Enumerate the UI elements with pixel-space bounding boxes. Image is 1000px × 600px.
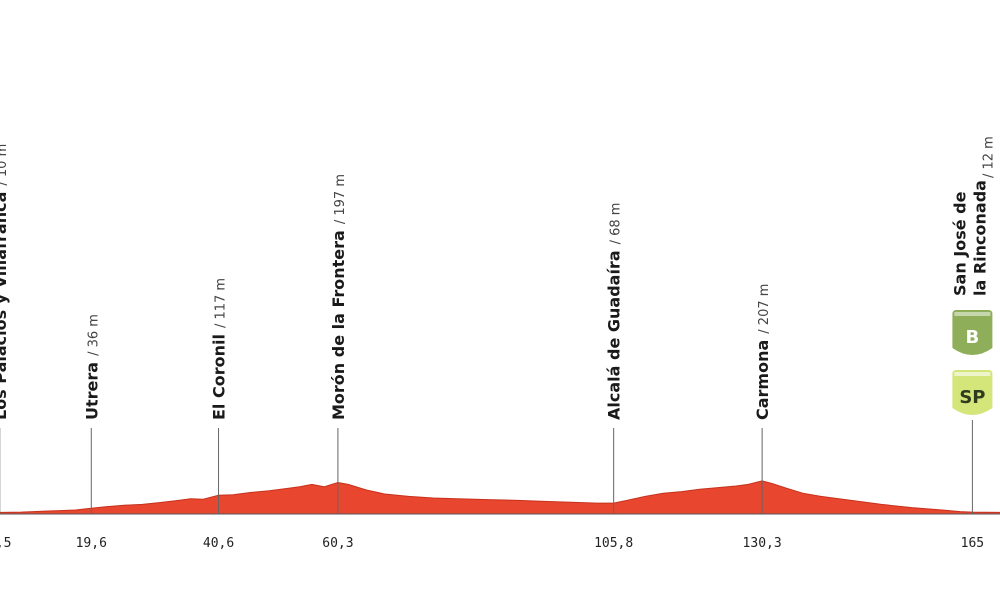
town-label-line: San José de	[950, 191, 969, 296]
km-label: 40,6	[203, 536, 234, 551]
profile-point: B SP	[952, 310, 993, 514]
km-label: 60,3	[322, 536, 353, 551]
elevation-area	[0, 480, 1000, 515]
town-name: Utrera	[82, 362, 101, 420]
town-label: Utrera / 36 m	[82, 314, 101, 420]
km-label: 105,8	[594, 536, 633, 551]
km-label: 165	[961, 536, 984, 551]
bonus-sprint-icon: B	[952, 310, 993, 355]
km-label: 19,6	[76, 536, 107, 551]
profile-area-layer	[0, 480, 1000, 515]
town-name: Carmona	[753, 340, 772, 420]
km-label: 130,3	[743, 536, 782, 551]
altitude-label: / 36 m	[86, 314, 101, 356]
sprint-badge-shape	[952, 370, 993, 415]
town-name: Alcalá de Guadaíra	[605, 250, 624, 420]
town-label: Los Palacios y Villafranca / 10 m	[0, 144, 10, 420]
town-label: Morón de la Frontera / 197 m	[329, 174, 348, 420]
marker-layer: B SP	[0, 310, 993, 514]
town-label: El Coronil / 117 m	[210, 278, 229, 420]
town-label: Alcalá de Guadaíra / 68 m	[605, 203, 624, 420]
intermediate-sprint-icon: SP	[952, 370, 993, 415]
altitude-label: / 197 m	[333, 174, 348, 224]
label-layer: 4,5 Los Palacios y Villafranca / 10 m 19,6 U…	[0, 136, 996, 551]
town-label: Carmona / 207 m	[753, 284, 772, 420]
altitude-label: / 12 m	[981, 136, 996, 178]
town-label-line: la Rinconada	[970, 180, 989, 296]
town-name: Los Palacios y Villafranca	[0, 192, 10, 420]
sprint-badge-stripe	[954, 372, 991, 376]
town-name: El Coronil	[210, 334, 229, 420]
bonus-badge-shape	[952, 310, 993, 355]
bonus-badge-stripe	[954, 312, 991, 316]
altitude-label: / 10 m	[0, 144, 10, 186]
town-name: Morón de la Frontera	[329, 230, 348, 420]
km-label: 4,5	[0, 536, 12, 551]
sprint-badge-label: SP	[959, 387, 985, 408]
altitude-label: / 117 m	[214, 278, 229, 328]
bonus-badge-label: B	[966, 327, 980, 348]
altitude-label: / 207 m	[757, 284, 772, 334]
altitude-label: / 68 m	[609, 203, 624, 245]
town-label: San José dela Rinconada	[950, 180, 989, 296]
